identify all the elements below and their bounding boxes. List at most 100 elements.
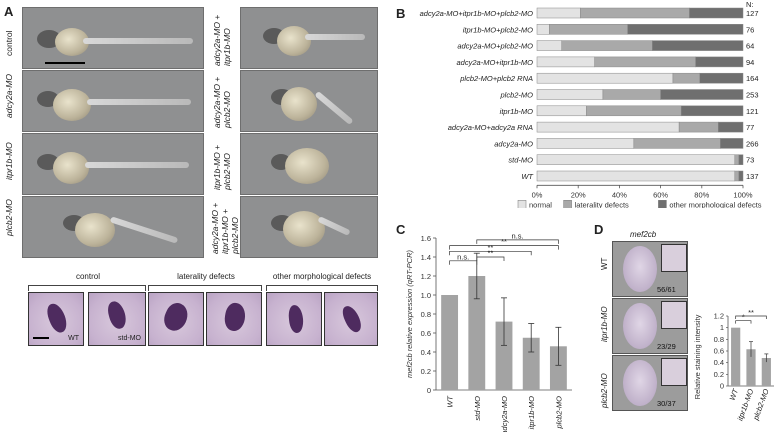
embryo-image-adcy2a-plcb2	[240, 70, 378, 132]
n-value: 164	[746, 74, 759, 83]
bar-segment	[536, 154, 736, 165]
heart-image-other-1	[266, 292, 322, 346]
legend-label: laterality defects	[575, 200, 629, 208]
bar-segment	[660, 89, 744, 100]
bar-segment	[627, 24, 744, 35]
scale-bar	[45, 62, 85, 64]
significance-bracket	[476, 239, 559, 244]
bar	[522, 337, 540, 390]
y-tick-label: 0.4	[421, 348, 431, 357]
embryo-image-itpr1b-plcb2	[240, 133, 378, 195]
bar	[441, 295, 459, 390]
y-tick-label: 0	[720, 382, 724, 391]
y-tick-label: 0.2	[714, 370, 724, 379]
bar	[549, 346, 567, 390]
bar-segment	[695, 56, 744, 68]
chart-b: N: adcy2a-MO+itpr1b-MO+plcb2-MO 127 itpr1b-…	[420, 0, 762, 208]
panel-label-b: B	[396, 6, 406, 21]
n-value: 77	[746, 123, 754, 132]
x-tick-label: 80%	[694, 190, 709, 199]
y-tick-label: 0.4	[714, 358, 724, 367]
row-label-adcy2a-itpr1b: adcy2a-MO + itpr1b-MO	[212, 14, 232, 66]
x-tick-label: 0%	[532, 190, 543, 199]
significance-bracket	[449, 250, 532, 256]
heart-group-laterality-bracket	[148, 285, 262, 291]
category-label: adcy2a-MO+itpr1b-MO+plcb2-MO	[420, 9, 534, 18]
bar-segment	[633, 138, 721, 149]
legend-swatch	[517, 200, 527, 208]
bar-segment	[586, 105, 682, 117]
n-header: N:	[746, 0, 754, 9]
category-label: adcy2a-MO+itpr1b-MO	[457, 58, 534, 67]
ish-row-label-wt: WT	[600, 257, 609, 270]
y-tick-label: 0	[427, 386, 431, 395]
heart-group-control-label: control	[75, 272, 100, 281]
n-value: 94	[746, 58, 754, 67]
embryo-image-control	[22, 7, 204, 69]
significance-bracket	[449, 260, 478, 265]
category-label: itpr1b-MO+plcb2-MO	[463, 25, 533, 34]
row-label-adcy2a: adcy2a-MO	[4, 74, 14, 118]
significance-label: **	[487, 249, 493, 258]
x-tick-label: WT	[728, 386, 741, 401]
ish-image-itpr1b: 23/29	[612, 298, 688, 354]
category-label: adcy2a-MO+plcb2-MO	[457, 42, 533, 51]
bar	[761, 358, 771, 386]
heart-image-other-2	[324, 292, 378, 346]
bar-segment	[738, 154, 744, 165]
row-label-itpr1b-plcb2: itpr1b-MO + plcb2-MO	[212, 144, 232, 190]
bar-segment	[536, 170, 736, 182]
panel-label-c: C	[396, 222, 406, 237]
bar	[495, 321, 513, 390]
heart-group-laterality-label: laterality defects	[177, 272, 235, 281]
x-tick-label: 60%	[653, 190, 668, 199]
row-label-plcb2: plcb2-MO	[4, 199, 14, 236]
bar-segment	[689, 7, 744, 19]
n-value: 253	[746, 91, 759, 100]
n-value: 76	[746, 25, 754, 34]
y-tick-label: 0.6	[714, 347, 724, 356]
legend-swatch	[658, 200, 667, 208]
y-tick-label: 0.8	[421, 310, 431, 319]
y-tick-label: 1.2	[421, 272, 431, 281]
chart-c: mef2cb relative expression (qRT-PCR) 0 0.2…	[405, 231, 572, 432]
heart-group-other-bracket	[266, 285, 378, 291]
y-tick-label: 1.2	[714, 312, 724, 321]
heart-label-wt: WT	[68, 335, 79, 342]
legend-swatch	[563, 200, 572, 208]
significance-label: *	[742, 313, 745, 322]
y-tick-label: 0.2	[421, 367, 431, 376]
ish-row-label-plcb2: plcb2-MO	[600, 373, 609, 408]
bar-segment	[680, 105, 744, 117]
x-tick-label: 100%	[733, 190, 753, 199]
row-label-adcy2a-plcb2: adcy2a-MO + plcb2-MO	[212, 76, 232, 128]
ish-count-wt: 56/61	[657, 285, 676, 294]
bar-segment	[734, 154, 740, 165]
n-value: 127	[746, 9, 759, 18]
category-label: adcy2a-MO	[494, 139, 533, 148]
heart-group-control-bracket	[28, 285, 146, 291]
significance-label: **	[501, 237, 507, 246]
panel-label-d: D	[594, 222, 604, 237]
bar-segment	[536, 24, 550, 35]
legend-label: other morphological defects	[669, 200, 761, 208]
chart-d: Relative staining intensity 0 0.2 0.4 0.6 0.8…	[693, 308, 774, 422]
significance-bracket	[735, 315, 767, 319]
row-label-itpr1b: itpr1b-MO	[4, 142, 14, 180]
x-tick-label: plcb2-MO	[554, 396, 563, 430]
bar-segment	[536, 72, 674, 84]
category-label: std-MO	[508, 156, 533, 165]
panel-d-title: mef2cb	[630, 230, 657, 239]
bar-segment	[734, 170, 740, 182]
bar-segment	[536, 40, 562, 51]
ish-count-itpr1b: 23/29	[657, 342, 676, 351]
ish-row-label-itpr1b: itpr1b-MO	[600, 306, 609, 342]
n-value: 266	[746, 139, 759, 148]
y-tick-label: 0.6	[421, 329, 431, 338]
y-tick-label: 1	[720, 323, 724, 332]
ish-count-plcb2: 30/37	[657, 399, 676, 408]
y-tick-label: 1.6	[421, 234, 431, 243]
row-label-triple: adcy2a-MO + itpr1b-MO + plcb2-MO	[210, 202, 240, 254]
n-value: 121	[746, 107, 759, 116]
heart-image-wt: WT	[28, 292, 84, 346]
